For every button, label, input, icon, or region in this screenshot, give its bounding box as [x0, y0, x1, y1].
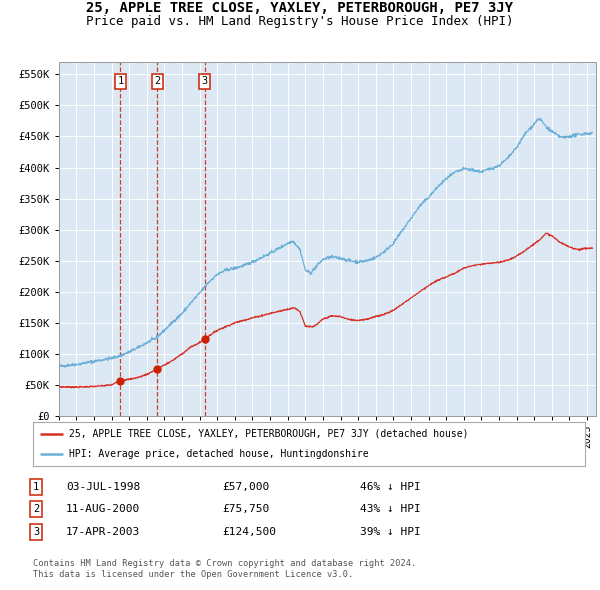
Text: 43% ↓ HPI: 43% ↓ HPI — [360, 504, 421, 514]
Text: £75,750: £75,750 — [222, 504, 269, 514]
Text: 03-JUL-1998: 03-JUL-1998 — [66, 482, 140, 491]
Text: Contains HM Land Registry data © Crown copyright and database right 2024.
This d: Contains HM Land Registry data © Crown c… — [33, 559, 416, 579]
Text: 25, APPLE TREE CLOSE, YAXLEY, PETERBOROUGH, PE7 3JY: 25, APPLE TREE CLOSE, YAXLEY, PETERBOROU… — [86, 1, 514, 15]
Text: 2: 2 — [154, 77, 161, 86]
Text: 17-APR-2003: 17-APR-2003 — [66, 527, 140, 537]
Text: Price paid vs. HM Land Registry's House Price Index (HPI): Price paid vs. HM Land Registry's House … — [86, 15, 514, 28]
Text: £124,500: £124,500 — [222, 527, 276, 537]
Text: 46% ↓ HPI: 46% ↓ HPI — [360, 482, 421, 491]
Text: 11-AUG-2000: 11-AUG-2000 — [66, 504, 140, 514]
Text: HPI: Average price, detached house, Huntingdonshire: HPI: Average price, detached house, Hunt… — [69, 449, 368, 459]
Text: 1: 1 — [33, 482, 39, 491]
Text: 39% ↓ HPI: 39% ↓ HPI — [360, 527, 421, 537]
Text: 25, APPLE TREE CLOSE, YAXLEY, PETERBOROUGH, PE7 3JY (detached house): 25, APPLE TREE CLOSE, YAXLEY, PETERBOROU… — [69, 429, 469, 439]
Text: 2: 2 — [33, 504, 39, 514]
Text: 1: 1 — [117, 77, 124, 86]
Text: £57,000: £57,000 — [222, 482, 269, 491]
Text: 3: 3 — [33, 527, 39, 537]
Text: 3: 3 — [202, 77, 208, 86]
